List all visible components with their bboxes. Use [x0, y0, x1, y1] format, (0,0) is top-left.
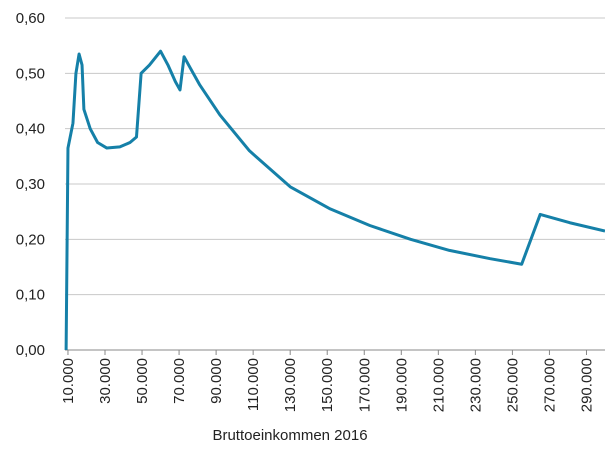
x-tick-label: 130.000 [282, 358, 299, 412]
x-tick-label: 290.000 [578, 358, 595, 412]
x-tick-label: 230.000 [467, 358, 484, 412]
x-tick-label: 10.000 [60, 358, 77, 404]
x-axis-label: Bruttoeinkommen 2016 [212, 427, 367, 444]
x-tick-label: 150.000 [319, 358, 336, 412]
y-tick-label: 0,30 [16, 176, 45, 193]
y-tick-label: 0,50 [16, 65, 45, 82]
x-tick-label: 70.000 [171, 358, 188, 404]
line [64, 49, 605, 351]
y-tick-label: 0,00 [16, 342, 45, 359]
y-tick-label: 0,40 [16, 121, 45, 138]
y-tick-label: 0,20 [16, 231, 45, 248]
x-tick-label: 30.000 [97, 358, 114, 404]
x-tick-label: 190.000 [393, 358, 410, 412]
x-tick-label: 110.000 [245, 358, 262, 411]
x-tick-label: 50.000 [134, 358, 151, 404]
y-tick-label: 0,10 [16, 287, 45, 304]
x-tick-label: 90.000 [208, 358, 225, 404]
x-tick-label: 170.000 [356, 358, 373, 412]
x-tick-label: 270.000 [541, 358, 558, 412]
x-tick-label: 210.000 [430, 358, 447, 412]
x-tick-label: 250.000 [504, 358, 521, 412]
y-tick-label: 0,60 [16, 10, 45, 27]
